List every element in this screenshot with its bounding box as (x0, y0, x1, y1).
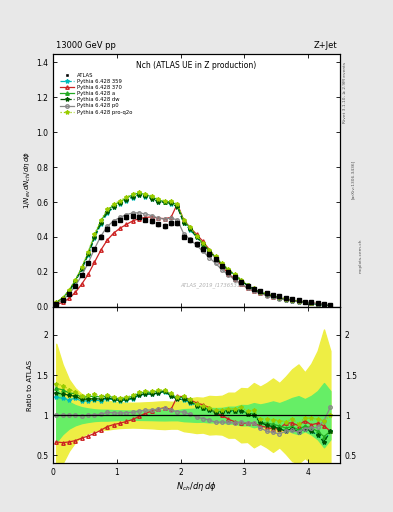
X-axis label: $N_{ch}/d\eta\,d\phi$: $N_{ch}/d\eta\,d\phi$ (176, 480, 217, 493)
Text: Nch (ATLAS UE in Z production): Nch (ATLAS UE in Z production) (136, 61, 257, 70)
Y-axis label: Ratio to ATLAS: Ratio to ATLAS (27, 359, 33, 411)
Legend: ATLAS, Pythia 6.428 359, Pythia 6.428 370, Pythia 6.428 a, Pythia 6.428 dw, Pyth: ATLAS, Pythia 6.428 359, Pythia 6.428 37… (59, 72, 133, 116)
Text: Z+Jet: Z+Jet (314, 41, 337, 50)
Text: ATLAS_2019_I1736531: ATLAS_2019_I1736531 (181, 283, 241, 288)
Text: mcplots.cern.ch: mcplots.cern.ch (358, 239, 362, 273)
Text: Rivet 3.1.10, ≥ 2.9M events: Rivet 3.1.10, ≥ 2.9M events (343, 61, 347, 123)
Text: 13000 GeV pp: 13000 GeV pp (56, 41, 116, 50)
Text: [arXiv:1306.3436]: [arXiv:1306.3436] (351, 160, 355, 199)
Y-axis label: $1/N_{ev}\,dN_{ch}/d\eta\,d\phi$: $1/N_{ev}\,dN_{ch}/d\eta\,d\phi$ (23, 151, 33, 209)
